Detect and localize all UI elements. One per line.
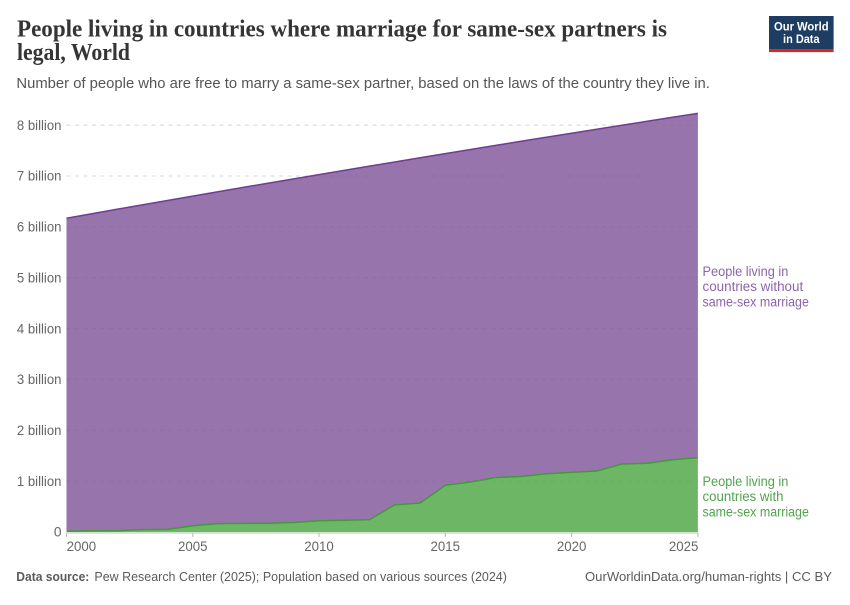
svg-text:People living in: People living in: [703, 264, 789, 279]
svg-text:Number of people who are free: Number of people who are free to marry a…: [16, 75, 710, 92]
svg-text:same-sex marriage: same-sex marriage: [703, 294, 809, 309]
svg-text:Pew Research Center (2025); Po: Pew Research Center (2025); Population b…: [94, 569, 507, 584]
svg-text:countries without: countries without: [703, 279, 804, 294]
svg-text:People living in countries whe: People living in countries where marriag…: [17, 17, 667, 43]
svg-text:1 billion: 1 billion: [17, 474, 62, 489]
svg-text:2000: 2000: [67, 538, 97, 554]
svg-text:2025: 2025: [669, 538, 699, 554]
svg-text:2015: 2015: [431, 538, 461, 554]
svg-text:0: 0: [54, 525, 62, 540]
svg-text:4 billion: 4 billion: [17, 321, 62, 336]
svg-text:3 billion: 3 billion: [17, 372, 62, 387]
svg-text:5 billion: 5 billion: [17, 270, 62, 285]
svg-text:People living in: People living in: [703, 474, 789, 489]
svg-text:2020: 2020: [557, 538, 587, 554]
svg-text:6 billion: 6 billion: [17, 220, 62, 235]
svg-text:OurWorldinData.org/human-right: OurWorldinData.org/human-rights | CC BY: [585, 569, 832, 584]
svg-text:2010: 2010: [304, 538, 334, 554]
svg-text:2005: 2005: [178, 538, 208, 554]
svg-text:same-sex marriage: same-sex marriage: [703, 504, 809, 519]
svg-text:Data source:: Data source:: [16, 569, 89, 584]
svg-text:2 billion: 2 billion: [17, 423, 62, 438]
svg-text:in Data: in Data: [783, 32, 820, 46]
svg-text:countries with: countries with: [703, 489, 784, 504]
svg-text:legal, World: legal, World: [17, 40, 131, 66]
svg-text:Our World: Our World: [774, 20, 829, 34]
svg-text:8 billion: 8 billion: [17, 118, 62, 133]
svg-text:7 billion: 7 billion: [17, 169, 62, 184]
